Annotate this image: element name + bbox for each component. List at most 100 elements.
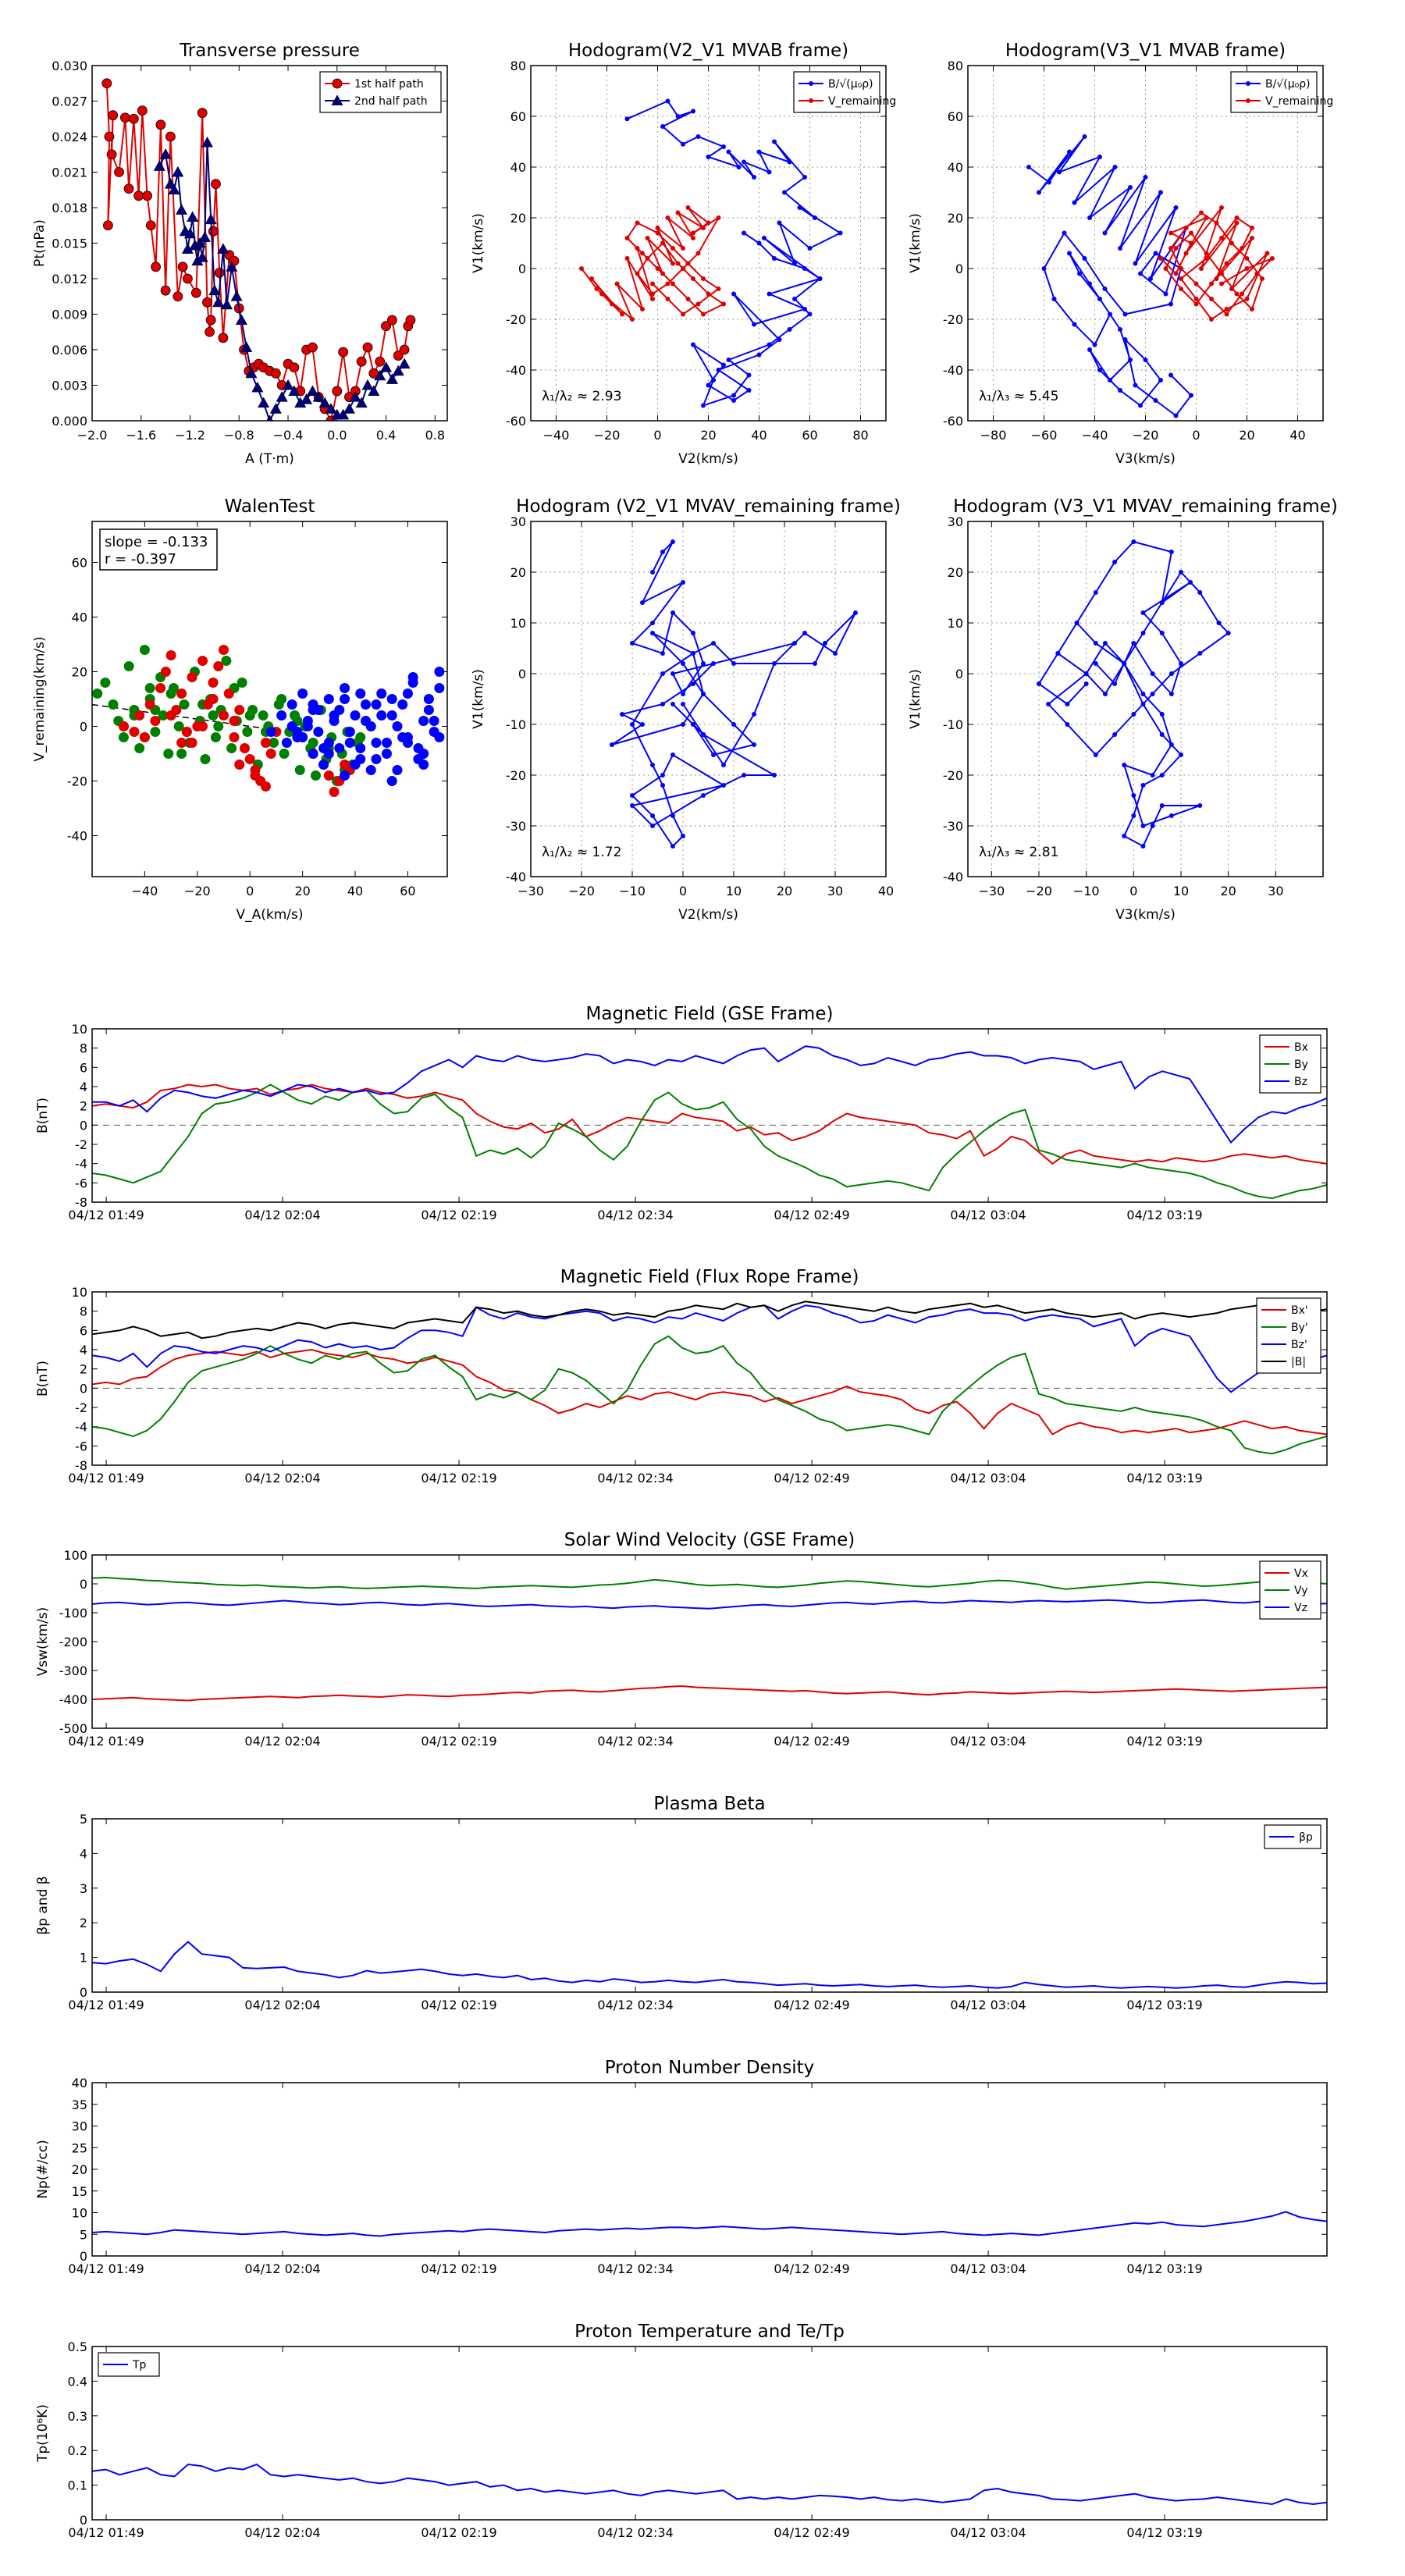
- series-0-point: [823, 641, 827, 646]
- series-0-point: [355, 732, 366, 742]
- series-2-point: [386, 776, 397, 786]
- x-tick-label: 20: [1239, 428, 1254, 443]
- series-v-remaining-point: [635, 220, 640, 226]
- x-tick-label: 40: [751, 428, 767, 443]
- series-b--point: [767, 342, 772, 347]
- series-v-remaining-point: [1224, 311, 1229, 317]
- x-tick-label: 10: [726, 884, 742, 898]
- x-tick-label: 04/12 02:34: [597, 2261, 673, 2276]
- series-1-point: [129, 727, 140, 737]
- plot-area: [1037, 539, 1231, 849]
- series-1-point: [181, 727, 192, 737]
- series-0-point: [258, 710, 269, 720]
- series-1st-half-path-point: [362, 342, 373, 353]
- series-0-point: [711, 661, 716, 666]
- series-1st-half-path-point: [128, 113, 139, 124]
- x-tick-label: 04/12 01:49: [68, 1734, 144, 1749]
- chart-title: Hodogram (V2_V1 MVAV_remaining frame): [516, 496, 901, 517]
- x-tick-label: 04/12 03:04: [950, 1471, 1026, 1485]
- series-v-remaining-point: [701, 226, 706, 230]
- legend-label: By': [1291, 1322, 1308, 1334]
- legend-label: By: [1294, 1059, 1308, 1071]
- series-1st-half-path-point: [405, 315, 416, 326]
- series-0-point: [1102, 692, 1108, 696]
- y-tick-label: -6: [75, 1439, 87, 1453]
- y-axis-label: B(nT): [35, 1361, 51, 1397]
- series-2nd-half-path-point: [226, 261, 238, 272]
- series-0-point: [1140, 702, 1146, 706]
- series-b--point: [1067, 251, 1072, 256]
- y-tick-label: 20: [948, 565, 963, 580]
- x-tick-label: 40: [1289, 428, 1305, 443]
- legend-marker: [1246, 98, 1250, 103]
- y-tick-label: 0.4: [68, 2374, 87, 2389]
- series-2-point: [308, 749, 318, 759]
- series-1-point: [134, 710, 145, 720]
- series-1st-half-path-point: [393, 350, 404, 361]
- series-b--point: [777, 220, 782, 226]
- series-v-remaining-point: [645, 256, 650, 261]
- y-tick-label: 0.006: [52, 343, 87, 358]
- series-0-point: [670, 753, 675, 757]
- x-tick-label: 60: [802, 428, 817, 443]
- series-1st-half-path-point: [381, 321, 391, 332]
- series-v-remaining-point: [635, 246, 640, 251]
- series-0-point: [1140, 783, 1146, 788]
- series-1-point: [160, 667, 171, 677]
- series-b--point: [1158, 378, 1163, 382]
- series-b--point: [665, 98, 670, 104]
- series-b--point: [721, 144, 726, 149]
- series-v-remaining-point: [1209, 281, 1214, 286]
- series-2-point: [286, 699, 297, 710]
- plot-frame: [91, 2346, 1328, 2521]
- series-v-remaining-point: [1193, 297, 1199, 301]
- y-tick-label: 0: [518, 262, 526, 276]
- legend-marker: [1246, 81, 1250, 86]
- series-1st-half-path-point: [160, 285, 171, 296]
- series-b--point: [802, 175, 807, 180]
- series-v-remaining-point: [1250, 236, 1254, 240]
- series-1st-half-path-point: [151, 262, 161, 272]
- series-0-point: [139, 645, 150, 655]
- series-1st-half-path-point: [142, 190, 153, 201]
- x-tick-label: −60: [1031, 428, 1058, 443]
- series-0-point: [1102, 641, 1108, 646]
- x-tick-label: 04/12 02:19: [421, 2261, 496, 2276]
- x-tick-label: 04/12 02:49: [774, 1208, 849, 1222]
- series-b--point: [1087, 281, 1092, 286]
- y-tick-label: 20: [510, 211, 526, 226]
- y-tick-label: -20: [506, 768, 526, 783]
- series-2-point: [340, 683, 350, 693]
- series-b--point: [1037, 190, 1041, 195]
- x-tick-label: 04/12 02:34: [597, 1208, 673, 1222]
- y-tick-label: 15: [72, 2184, 87, 2199]
- series-2nd-half-path-point: [355, 397, 368, 408]
- chart-title: Proton Temperature and Te/Tp: [574, 2322, 845, 2342]
- series-b--point: [746, 372, 752, 378]
- series-2nd-half-path-point: [301, 393, 313, 404]
- series-b--point: [1118, 327, 1122, 332]
- x-tick-label: −10: [1073, 884, 1100, 898]
- series-0-point: [1168, 671, 1174, 676]
- series-v-remaining-point: [1244, 297, 1250, 301]
- series-2-point: [318, 760, 329, 770]
- series-v-remaining-point: [1173, 271, 1179, 276]
- legend-label: Bz': [1291, 1339, 1307, 1351]
- series-1-point: [208, 694, 219, 704]
- series-v-remaining-point: [655, 226, 660, 230]
- series-2-point: [344, 727, 355, 737]
- x-tick-label: −2.0: [77, 428, 108, 443]
- series-b--point: [1163, 291, 1168, 297]
- x-tick-label: 04/12 02:49: [774, 2525, 849, 2540]
- series-0-point: [630, 793, 635, 798]
- y-tick-label: 0: [80, 1577, 87, 1592]
- chart-hodogram-v2-v1-mvab: Hodogram(V2_V1 MVAB frame) -60 -40 -20 0 20 40…: [471, 41, 896, 467]
- series-b--point: [787, 327, 792, 332]
- series-0-point: [310, 770, 321, 781]
- series-0-point: [163, 749, 174, 759]
- chart-proton-number-density: Proton Number Density 0 5 10 15 20 25 30 35 40 04/…: [35, 2058, 1328, 2276]
- series-v-remaining-point: [691, 276, 695, 281]
- y-axis-label: V1(km/s): [471, 213, 486, 273]
- series-2nd-half-path-point: [198, 231, 211, 242]
- series-1st-half-path-point: [104, 131, 115, 142]
